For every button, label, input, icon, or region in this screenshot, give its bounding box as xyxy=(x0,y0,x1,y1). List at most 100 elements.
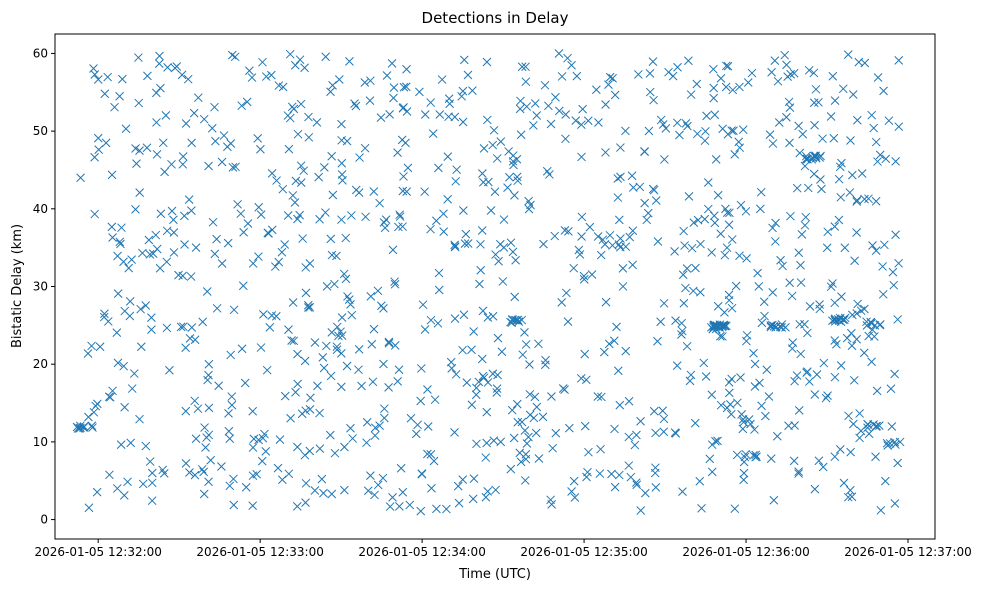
data-point xyxy=(755,378,764,388)
data-point xyxy=(483,313,493,322)
data-point xyxy=(521,77,531,87)
data-point xyxy=(760,311,769,321)
data-point xyxy=(520,426,530,435)
data-point xyxy=(451,176,461,186)
data-point xyxy=(469,327,479,336)
data-point xyxy=(702,111,711,121)
data-point xyxy=(724,290,734,300)
data-point xyxy=(144,235,154,245)
data-point xyxy=(542,166,552,176)
data-point xyxy=(804,65,814,75)
data-point xyxy=(616,172,625,182)
data-point xyxy=(618,264,628,273)
data-point xyxy=(672,361,682,370)
data-point xyxy=(491,485,500,495)
data-point xyxy=(894,122,904,132)
chart-title: Detections in Delay xyxy=(422,9,569,27)
data-point xyxy=(777,323,787,332)
data-point xyxy=(600,240,610,249)
data-point xyxy=(770,56,780,66)
data-point xyxy=(274,257,284,267)
data-point xyxy=(266,70,276,80)
data-point xyxy=(402,187,412,196)
data-point xyxy=(868,241,877,250)
data-point xyxy=(444,112,453,122)
data-point xyxy=(390,341,400,350)
data-point xyxy=(550,231,560,241)
data-point xyxy=(366,471,375,481)
data-point xyxy=(92,487,102,497)
data-point xyxy=(609,336,619,346)
data-point xyxy=(405,500,415,510)
data-point xyxy=(418,300,428,310)
data-point xyxy=(84,412,93,422)
data-point xyxy=(191,434,201,444)
data-point xyxy=(887,422,897,431)
data-point xyxy=(265,322,275,332)
data-point xyxy=(435,110,445,119)
data-point xyxy=(124,263,134,273)
data-point xyxy=(772,431,782,441)
data-point xyxy=(587,270,597,279)
data-point xyxy=(640,488,650,498)
data-point xyxy=(147,496,157,506)
data-point xyxy=(499,243,509,252)
data-point xyxy=(802,328,812,338)
data-point xyxy=(798,129,808,139)
data-point xyxy=(240,378,250,388)
data-point xyxy=(366,76,375,86)
data-point xyxy=(141,441,151,451)
data-point xyxy=(113,289,123,298)
data-point xyxy=(696,239,705,249)
data-point xyxy=(651,428,660,438)
data-point xyxy=(319,488,328,498)
data-point xyxy=(136,342,146,352)
x-tick-label: 2026-01-05 12:32:00 xyxy=(34,545,161,559)
data-point xyxy=(83,349,93,358)
data-point xyxy=(564,226,573,236)
data-point xyxy=(728,85,738,95)
data-point xyxy=(830,452,840,462)
data-point xyxy=(197,464,207,474)
data-point xyxy=(298,234,308,243)
data-point xyxy=(290,198,300,207)
data-point xyxy=(740,452,750,462)
data-point xyxy=(812,370,822,379)
data-point xyxy=(534,339,543,349)
data-point xyxy=(225,434,235,443)
data-point xyxy=(223,142,232,152)
data-point xyxy=(293,129,303,139)
data-point xyxy=(486,206,496,215)
data-point xyxy=(375,198,384,208)
x-tick-label: 2026-01-05 12:36:00 xyxy=(682,545,809,559)
data-point xyxy=(257,456,267,466)
data-point xyxy=(878,262,887,271)
data-point xyxy=(426,450,436,459)
data-point xyxy=(735,143,745,153)
data-point xyxy=(187,138,197,148)
data-point xyxy=(516,457,526,467)
data-point xyxy=(720,321,730,331)
data-point xyxy=(785,278,795,288)
data-point xyxy=(700,214,710,224)
data-point xyxy=(494,256,503,266)
data-point xyxy=(653,237,663,246)
data-point xyxy=(145,457,155,466)
data-point xyxy=(241,482,251,492)
data-point xyxy=(384,383,393,392)
data-point xyxy=(488,311,498,321)
data-point xyxy=(821,393,831,403)
data-point xyxy=(724,388,734,398)
data-point xyxy=(458,475,468,484)
data-point xyxy=(705,454,715,464)
data-point xyxy=(253,134,263,143)
data-point xyxy=(723,61,733,71)
data-point xyxy=(689,218,699,228)
data-point xyxy=(395,502,404,511)
data-point xyxy=(521,449,531,459)
data-point xyxy=(90,209,100,219)
data-point xyxy=(226,350,236,360)
data-point xyxy=(711,155,721,164)
data-point xyxy=(701,126,710,136)
data-point xyxy=(287,336,296,345)
